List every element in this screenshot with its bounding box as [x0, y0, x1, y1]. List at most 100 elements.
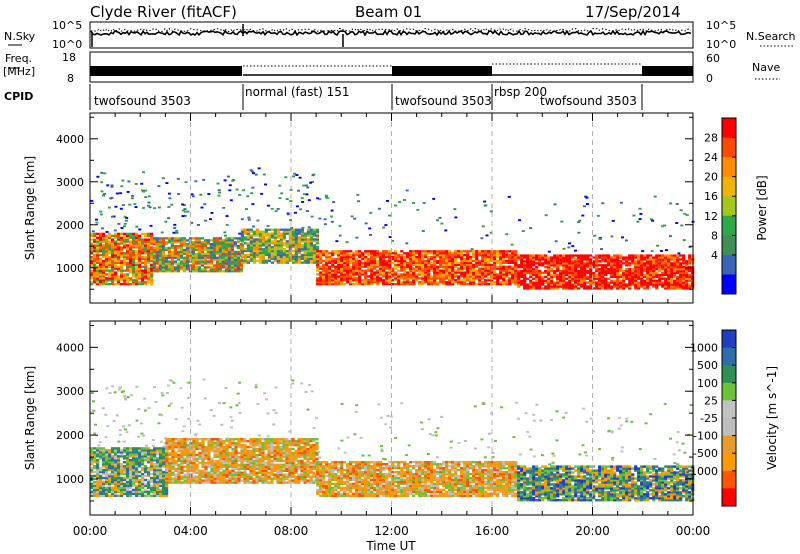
range-gate-cell: [370, 252, 374, 255]
range-gate-cell: [469, 265, 473, 268]
range-gate-cell: [517, 269, 521, 273]
range-gate-cell: [159, 494, 163, 497]
range-gate-cell: [688, 273, 692, 277]
scattered-echo-cell: [391, 239, 395, 242]
range-gate-cell: [188, 254, 192, 257]
range-gate-cell: [466, 263, 470, 266]
range-gate-cell: [147, 271, 151, 274]
range-gate-cell: [559, 271, 563, 275]
range-gate-cell: [643, 281, 647, 284]
range-gate-cell: [93, 244, 97, 247]
range-gate-cell: [412, 255, 416, 259]
range-gate-cell: [221, 248, 225, 252]
range-gate-cell: [246, 244, 250, 247]
power-colorbar-label: Power [dB]: [755, 175, 769, 240]
range-gate-cell: [123, 488, 127, 492]
range-gate-cell: [291, 242, 295, 245]
range-gate-cell: [565, 254, 569, 257]
range-gate-cell: [403, 269, 407, 272]
range-gate-cell: [484, 275, 488, 278]
range-gate-cell: [195, 471, 199, 474]
range-gate-cell: [120, 463, 124, 466]
range-gate-cell: [460, 263, 464, 266]
range-gate-cell: [230, 250, 234, 254]
range-gate-cell: [227, 260, 231, 263]
range-gate-cell: [358, 269, 362, 272]
range-gate-cell: [233, 264, 237, 267]
range-gate-cell: [227, 243, 231, 246]
range-gate-cell: [123, 486, 127, 490]
range-gate-cell: [96, 277, 100, 280]
range-gate-cell: [161, 245, 165, 248]
range-gate-cell: [303, 257, 307, 260]
scattered-echo-cell: [165, 182, 169, 184]
range-gate-cell: [233, 252, 237, 255]
range-gate-cell: [228, 461, 232, 465]
range-gate-cell: [508, 257, 512, 261]
range-gate-cell: [108, 283, 112, 286]
range-gate-cell: [586, 260, 590, 263]
range-gate-cell: [628, 281, 632, 284]
range-gate-cell: [412, 269, 416, 272]
range-gate-cell: [472, 269, 476, 272]
range-gate-cell: [469, 250, 473, 253]
range-gate-cell: [325, 281, 329, 284]
range-gate-cell: [664, 273, 668, 277]
range-gate-cell: [547, 281, 551, 284]
range-gate-cell: [153, 486, 157, 490]
range-gate-cell: [201, 479, 205, 482]
range-gate-cell: [201, 451, 205, 455]
range-gate-cell: [150, 257, 154, 261]
range-gate-cell: [460, 281, 464, 284]
range-gate-cell: [194, 246, 198, 250]
range-gate-cell: [246, 259, 250, 262]
range-gate-cell: [90, 252, 94, 255]
range-gate-cell: [273, 248, 277, 251]
range-gate-cell: [376, 265, 380, 268]
range-gate-cell: [255, 248, 259, 251]
range-gate-cell: [114, 465, 118, 468]
scattered-echo-cell: [483, 204, 487, 207]
range-gate-cell: [352, 265, 356, 268]
range-gate-cell: [469, 283, 473, 286]
range-gate-cell: [565, 277, 569, 280]
range-gate-cell: [213, 473, 217, 476]
range-gate-cell: [337, 279, 341, 282]
range-gate-cell: [349, 269, 353, 272]
range-gate-cell: [517, 273, 521, 277]
range-gate-cell: [598, 271, 602, 275]
range-gate-cell: [448, 255, 452, 259]
range-gate-cell: [96, 466, 100, 470]
range-gate-cell: [595, 262, 599, 265]
range-gate-cell: [616, 277, 620, 280]
range-gate-cell: [616, 283, 620, 286]
range-gate-cell: [240, 236, 244, 239]
range-gate-cell: [478, 269, 482, 272]
range-gate-cell: [165, 486, 169, 490]
range-gate-cell: [204, 469, 208, 472]
range-gate-cell: [168, 461, 172, 465]
range-gate-cell: [108, 242, 112, 245]
range-gate-cell: [164, 246, 168, 250]
range-gate-cell: [227, 270, 231, 273]
range-gate-cell: [436, 267, 440, 270]
range-gate-cell: [221, 256, 225, 259]
range-gate-cell: [634, 273, 638, 277]
range-gate-cell: [655, 268, 659, 271]
range-gate-cell: [141, 232, 145, 235]
range-gate-cell: [526, 283, 530, 286]
range-gate-cell: [117, 457, 121, 460]
range-gate-cell: [460, 283, 464, 286]
range-gate-cell: [93, 465, 97, 468]
range-gate-cell: [150, 250, 154, 253]
range-gate-cell: [204, 467, 208, 470]
range-gate-cell: [168, 475, 172, 478]
scattered-echo-cell: [278, 197, 282, 199]
scattered-echo-cell: [122, 425, 125, 428]
scattered-echo-cell: [225, 223, 229, 226]
range-gate-cell: [123, 484, 127, 488]
range-gate-cell: [346, 250, 350, 253]
range-gate-cell: [358, 252, 362, 255]
scattered-echo-cell: [310, 215, 314, 218]
range-gate-cell: [138, 494, 142, 497]
